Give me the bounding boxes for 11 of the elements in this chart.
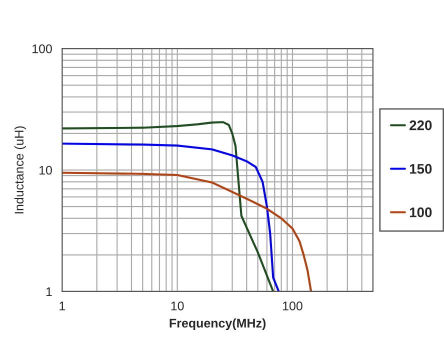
y-tick-label: 10	[39, 166, 52, 175]
y-tick-label: 100	[32, 44, 52, 54]
legend-label: 220	[410, 120, 432, 130]
x-tick-label: 1	[60, 302, 66, 310]
x-tick-label: 100	[282, 302, 302, 310]
x-axis-title: Frequency(MHz)	[170, 318, 266, 330]
y-axis-title: Inductance (uH)	[14, 126, 26, 214]
legend-label: 150	[410, 164, 432, 174]
x-tick-label: 10	[171, 302, 184, 310]
y-tick-label: 1	[46, 287, 52, 296]
legend-label: 100	[410, 207, 432, 218]
